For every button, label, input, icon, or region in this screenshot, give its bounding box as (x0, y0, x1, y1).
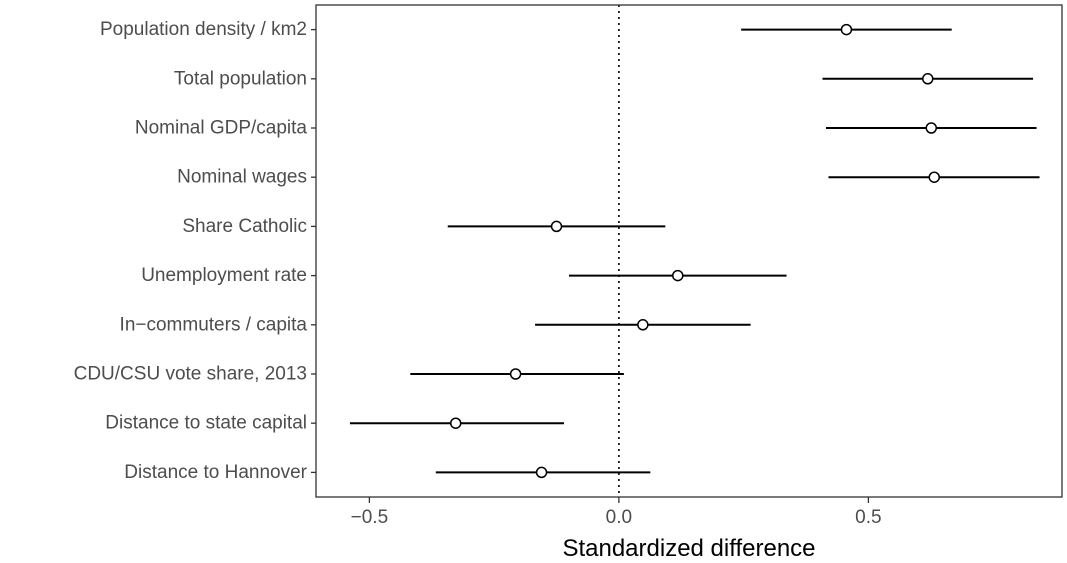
y-axis-labels: Population density / km2 Total population… (74, 19, 308, 483)
y-label: Nominal wages (177, 167, 307, 188)
y-label: Distance to state capital (105, 413, 307, 434)
x-axis-labels: −0.5 0.0 0.5 (351, 507, 882, 528)
estimate-point (449, 417, 462, 429)
y-label: Population density / km2 (100, 19, 307, 40)
y-label: Total population (174, 68, 307, 89)
confidence-intervals (349, 28, 1040, 474)
estimate-point (509, 368, 522, 380)
estimate-point (550, 220, 563, 233)
estimate-point (928, 171, 941, 183)
x-tick-label: 0.0 (606, 507, 632, 528)
y-label: CDU/CSU vote share, 2013 (74, 364, 307, 385)
estimate-point (637, 319, 649, 331)
point-estimates (449, 23, 941, 479)
y-axis-ticks (311, 28, 316, 474)
estimate-point (672, 269, 684, 282)
x-axis-title: Standardized difference (562, 535, 815, 562)
x-axis-ticks (368, 497, 870, 503)
y-label: Unemployment rate (141, 265, 307, 286)
y-label: Distance to Hannover (124, 462, 307, 483)
estimate-point (535, 466, 548, 479)
estimate-point (922, 73, 934, 85)
y-label: Share Catholic (182, 216, 307, 237)
y-label: In−commuters / capita (120, 314, 308, 335)
estimate-point (840, 23, 853, 36)
y-label: Nominal GDP/capita (135, 118, 308, 139)
estimate-point (925, 122, 938, 134)
plot-panel-border (315, 4, 1063, 498)
x-tick-label: 0.5 (855, 507, 881, 528)
x-tick-label: −0.5 (351, 507, 389, 528)
